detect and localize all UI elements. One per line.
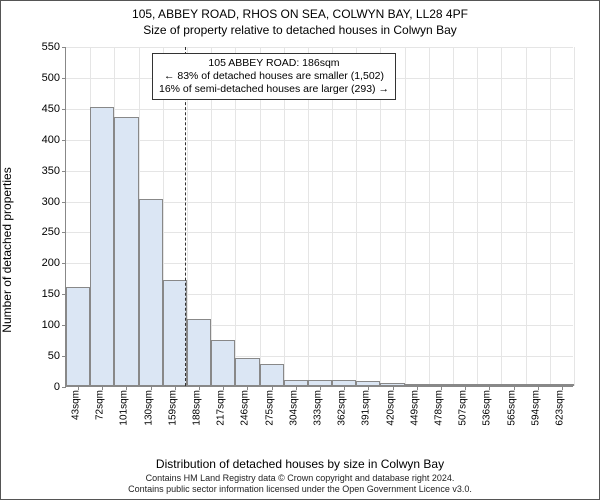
xtick-label: 246sqm <box>240 386 251 426</box>
xtick-label: 275sqm <box>264 386 275 426</box>
chart-area: 05010015020025030035040045050055043sqm72… <box>65 47 573 417</box>
gridline-v <box>477 47 478 386</box>
xtick-label: 449sqm <box>409 386 420 426</box>
ytick-label: 500 <box>42 72 66 84</box>
gridline-v <box>574 47 575 386</box>
histogram-bar <box>114 117 138 386</box>
gridline-v <box>405 47 406 386</box>
gridline-v <box>453 47 454 386</box>
xtick-label: 101sqm <box>119 386 130 426</box>
xtick-label: 72sqm <box>95 386 106 420</box>
xtick-label: 188sqm <box>192 386 203 426</box>
histogram-bar <box>550 384 574 386</box>
histogram-bar <box>235 358 259 386</box>
chart-container: 105, ABBEY ROAD, RHOS ON SEA, COLWYN BAY… <box>0 0 600 500</box>
histogram-bar <box>332 380 356 386</box>
ytick-label: 100 <box>42 319 66 331</box>
ytick-label: 400 <box>42 134 66 146</box>
histogram-bar <box>211 340 235 386</box>
histogram-bar <box>526 384 550 386</box>
footnote-line2: Contains public sector information licen… <box>1 484 599 495</box>
gridline-h <box>66 109 573 110</box>
histogram-bar <box>260 364 284 386</box>
xtick-label: 159sqm <box>167 386 178 426</box>
xtick-label: 478sqm <box>433 386 444 426</box>
histogram-bar <box>501 384 525 386</box>
histogram-bar <box>308 380 332 386</box>
histogram-bar <box>90 107 114 386</box>
xtick-label: 565sqm <box>506 386 517 426</box>
annotation-box: 105 ABBEY ROAD: 186sqm ← 83% of detached… <box>152 53 396 100</box>
annotation-line1: 105 ABBEY ROAD: 186sqm <box>159 57 389 70</box>
xtick-label: 391sqm <box>361 386 372 426</box>
histogram-bar <box>380 383 404 386</box>
annotation-line2: ← 83% of detached houses are smaller (1,… <box>159 70 389 83</box>
histogram-bar <box>453 384 477 386</box>
footnote-line1: Contains HM Land Registry data © Crown c… <box>1 473 599 484</box>
ytick-label: 350 <box>42 165 66 177</box>
histogram-bar <box>405 384 429 386</box>
histogram-bar <box>356 381 380 386</box>
histogram-bar <box>139 199 163 386</box>
gridline-v <box>550 47 551 386</box>
xtick-label: 362sqm <box>337 386 348 426</box>
gridline-h <box>66 47 573 48</box>
histogram-bar <box>429 384 453 386</box>
annotation-line3: 16% of semi-detached houses are larger (… <box>159 83 389 96</box>
gridline-h <box>66 140 573 141</box>
xtick-label: 130sqm <box>143 386 154 426</box>
gridline-v <box>526 47 527 386</box>
histogram-bar <box>187 319 211 386</box>
plot-region: 05010015020025030035040045050055043sqm72… <box>65 47 573 387</box>
xtick-label: 304sqm <box>288 386 299 426</box>
x-axis-label: Distribution of detached houses by size … <box>1 457 599 471</box>
xtick-label: 217sqm <box>216 386 227 426</box>
ytick-label: 200 <box>42 257 66 269</box>
page-title: 105, ABBEY ROAD, RHOS ON SEA, COLWYN BAY… <box>1 1 599 23</box>
ytick-label: 0 <box>54 381 66 393</box>
histogram-bar <box>477 384 501 386</box>
xtick-label: 43sqm <box>71 386 82 420</box>
ytick-label: 150 <box>42 288 66 300</box>
xtick-label: 594sqm <box>530 386 541 426</box>
ytick-label: 250 <box>42 226 66 238</box>
gridline-v <box>429 47 430 386</box>
xtick-label: 623sqm <box>554 386 565 426</box>
footnote: Contains HM Land Registry data © Crown c… <box>1 473 599 495</box>
page-subtitle: Size of property relative to detached ho… <box>1 23 599 37</box>
y-axis-label: Number of detached properties <box>0 85 14 250</box>
histogram-bar <box>163 280 187 386</box>
histogram-bar <box>66 287 90 386</box>
ytick-label: 450 <box>42 103 66 115</box>
ytick-label: 50 <box>48 350 66 362</box>
xtick-label: 333sqm <box>313 386 324 426</box>
xtick-label: 536sqm <box>482 386 493 426</box>
ytick-label: 550 <box>42 41 66 53</box>
ytick-label: 300 <box>42 196 66 208</box>
xtick-label: 507sqm <box>458 386 469 426</box>
histogram-bar <box>284 380 308 386</box>
xtick-label: 420sqm <box>385 386 396 426</box>
gridline-v <box>501 47 502 386</box>
gridline-h <box>66 171 573 172</box>
